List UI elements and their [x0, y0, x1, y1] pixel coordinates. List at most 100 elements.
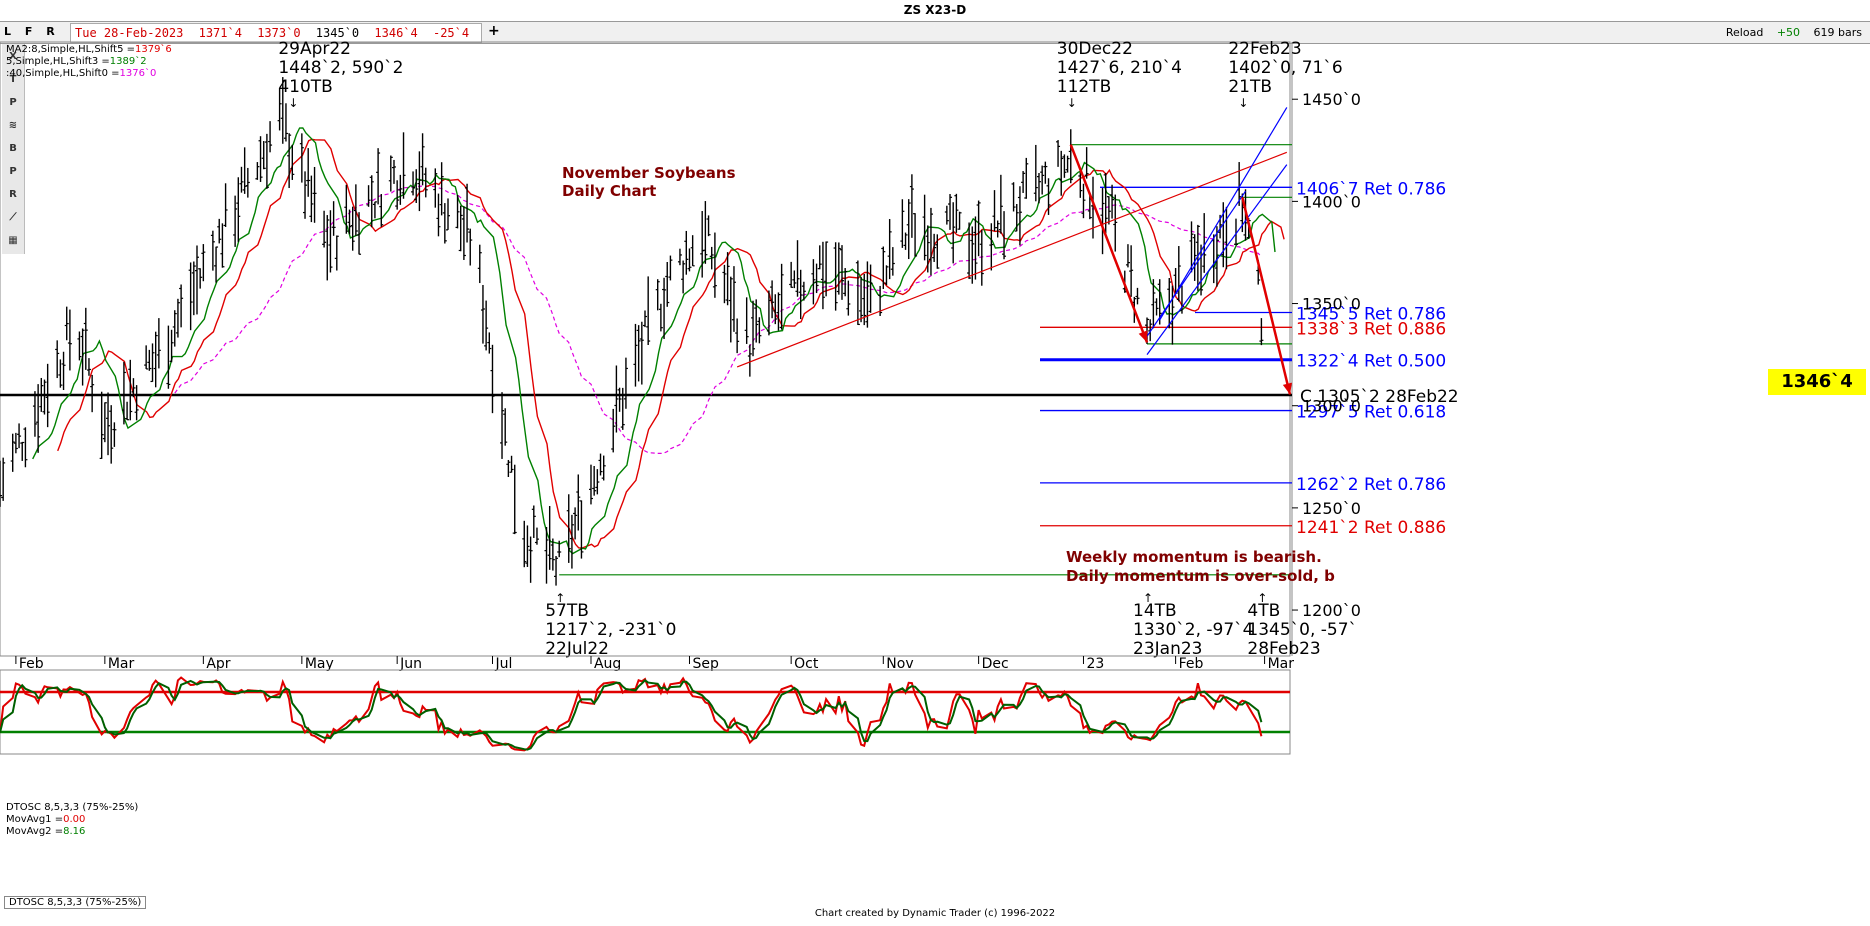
oscillator-tab[interactable]: DTOSC 8,5,3,3 (75%-25%) [4, 896, 147, 909]
ohlc-bar [344, 184, 349, 234]
ohlc-bar [277, 87, 282, 131]
channel-upper-line [1159, 107, 1288, 321]
oscillator-fast-line [0, 676, 1263, 752]
add-button[interactable]: + [488, 23, 500, 39]
ohlc-bar [411, 171, 416, 196]
ohlc-bar [935, 234, 940, 269]
retracement-label: 1338`3 Ret 0.886 [1296, 319, 1446, 339]
retracement-label: 1345`5 Ret 0.786 [1296, 304, 1446, 324]
movavg1-legend: MovAvg1 =0.00 [6, 814, 86, 825]
y-tick-label: 1300`0 [1302, 397, 1361, 416]
channel-mid-line [1146, 190, 1247, 337]
swing-label-line: 14TB [1133, 601, 1177, 621]
time-projection-icon[interactable]: T [9, 74, 17, 85]
ohlc-bar [690, 235, 695, 267]
swing-label-line: 1448`2, 590`2 [278, 58, 403, 78]
x-tick-label: Jul [494, 656, 512, 672]
ohlc-bar [147, 349, 152, 371]
ohlc-bar [662, 277, 667, 340]
ohlc-bar [446, 198, 451, 231]
ohlc-bar [1125, 244, 1130, 268]
y-tick-label: 1250`0 [1302, 499, 1361, 518]
x-tick-label: Feb [1179, 656, 1204, 672]
ohlc-bar [1059, 150, 1064, 196]
ohlc-bar [125, 401, 130, 421]
ohlc-bar [773, 294, 778, 325]
ohlc-bar [258, 136, 263, 182]
right-info: Reload +50 619 bars [1716, 26, 1862, 39]
tab-f[interactable]: F [24, 25, 33, 38]
ohlc-bar [372, 201, 377, 219]
x-tick-label: Oct [794, 656, 819, 672]
ohlc-bar [131, 378, 136, 398]
price-retracement-icon[interactable]: P [9, 97, 17, 108]
ohlc-bar [45, 363, 50, 428]
ohlc-bar [112, 422, 117, 447]
pattern-icon[interactable]: ≋ [8, 120, 18, 131]
ma-8-line [57, 138, 1285, 549]
ohlc-bar [214, 246, 219, 283]
p-tool-icon[interactable]: P [9, 166, 17, 177]
ohlc-bar [1154, 298, 1159, 316]
ohlc-bar [754, 299, 759, 343]
ohlc-bar [998, 174, 1003, 234]
ohlc-bar [1078, 171, 1083, 198]
ohlc-bar [503, 408, 508, 446]
ohlc-bar [646, 276, 651, 346]
swing-label-line: 4TB [1247, 601, 1280, 621]
grid-icon[interactable]: ▦ [8, 235, 18, 246]
ohlc-bar [506, 459, 511, 478]
oscillator-legend: DTOSC 8,5,3,3 (75%-25%) MovAvg1 =0.00 Mo… [6, 802, 138, 838]
ohlc-bar [839, 245, 844, 300]
tab-r[interactable]: R [46, 25, 55, 38]
swing-label-line: 28Feb23 [1247, 639, 1320, 659]
fan-icon[interactable]: ⟋ [9, 212, 17, 223]
ohlc-bar [677, 248, 682, 266]
ohlc-bar [322, 210, 327, 248]
drawing-toolbar: X T P ≋ B P R ⟋ ▦ [2, 44, 25, 254]
ohlc-bar [757, 317, 762, 344]
ohlc-bar [1211, 234, 1216, 284]
x-tick-label: Feb [19, 656, 44, 672]
ohlc-bar [306, 148, 311, 197]
ohlc-bar [484, 300, 489, 351]
low-readout: 1345`0 [315, 26, 360, 40]
swing-label-line: 23Jan23 [1133, 639, 1202, 659]
ohlc-bar [951, 202, 956, 264]
ohlc-bar [836, 242, 841, 295]
ohlc-bar [639, 321, 644, 385]
ohlc-bar [194, 245, 199, 315]
r-tool-icon[interactable]: R [9, 189, 17, 200]
close-x-icon[interactable]: X [9, 51, 17, 62]
x-tick-label: Dec [982, 656, 1009, 672]
ohlc-bar [156, 318, 161, 369]
ohlc-bar [824, 241, 829, 297]
swing-label-line: 112TB [1057, 77, 1112, 97]
ohlc-bar [913, 213, 918, 257]
ohlc-bar [353, 184, 358, 236]
ohlc-bar [500, 392, 505, 459]
ohlc-bar [172, 310, 177, 347]
ohlc-bar [890, 247, 895, 276]
ohlc-bar [1233, 218, 1238, 246]
view-tabs: L F R [4, 25, 65, 38]
ohlc-bar [706, 215, 711, 237]
ohlc-bar [735, 318, 740, 354]
reload-button[interactable]: Reload [1725, 26, 1764, 39]
ohlc-bar [287, 133, 292, 189]
ohlc-bar [487, 332, 492, 354]
last-price-label: 1346`4 [1768, 369, 1866, 395]
ohlc-bar [1002, 211, 1007, 260]
ohlc-bar [109, 405, 114, 464]
ma3-legend: :40,Simple,HL,Shift0 =1376`0 [6, 68, 157, 79]
ohlc-bar [614, 365, 619, 433]
ohlc-bar [928, 207, 933, 276]
b-tool-icon[interactable]: B [9, 143, 17, 154]
tab-l[interactable]: L [4, 25, 12, 38]
ohlc-bar [312, 166, 317, 223]
ohlc-bar [684, 230, 689, 275]
open-readout: 1371`4 [198, 26, 242, 40]
ohlc-bar [442, 203, 447, 244]
